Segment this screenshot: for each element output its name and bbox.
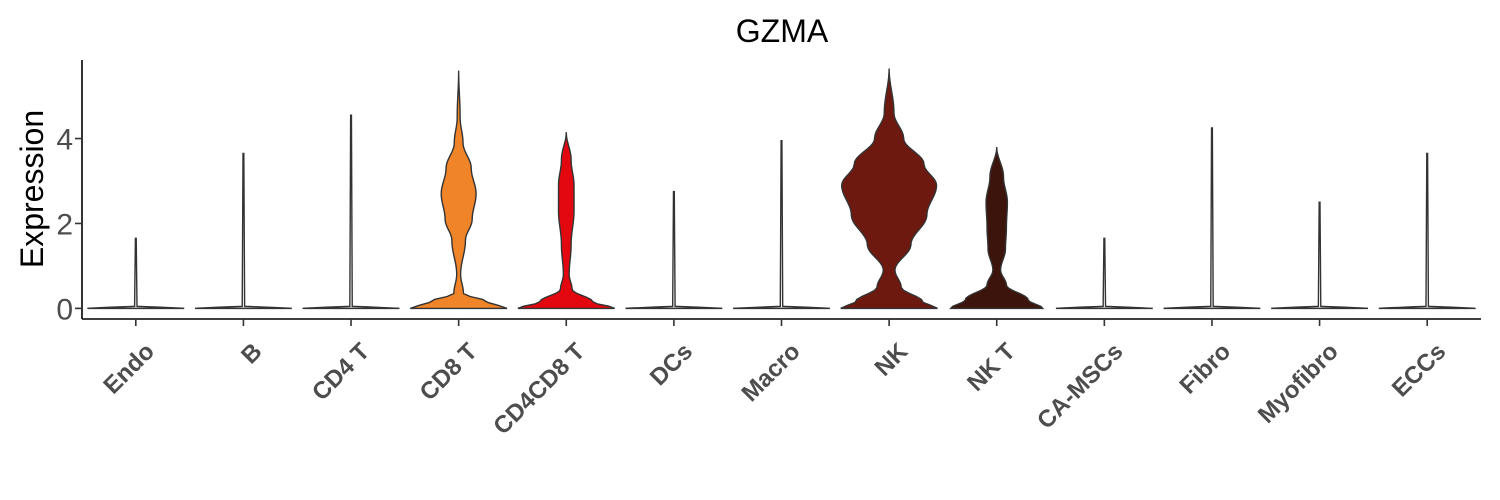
violin-endo [87, 237, 185, 310]
x-tick-label-cd4cd8-t: CD4CD8 T [488, 338, 590, 440]
x-tick-label-cd4-t: CD4 T [307, 338, 375, 406]
x-tick-label-cd8-t: CD8 T [415, 338, 483, 406]
violin-ca-mscs [1055, 237, 1153, 310]
violin-cd8-t [410, 70, 508, 310]
x-tick-label-ca-mscs: CA-MSCs [1032, 338, 1128, 434]
x-tick-label-fibro: Fibro [1175, 338, 1237, 400]
y-axis-ticks: 0 2 4 [56, 124, 82, 326]
x-tick-label-nk-t: NK T [962, 338, 1021, 397]
x-axis-ticks: Endo B CD4 T CD8 T CD4CD8 T DCs Macro NK NK T CA-… [98, 319, 1451, 440]
x-tick-label-dcs: DCs [645, 338, 698, 391]
y-tick-label-4: 4 [56, 124, 73, 157]
violin-fibro [1163, 127, 1261, 310]
x-tick-label-eccs: ECCs [1387, 338, 1451, 402]
x-tick-label-myofibro: Myofibro [1253, 338, 1344, 429]
violin-cd4cd8-t [517, 132, 615, 310]
violin-eccs [1378, 152, 1476, 310]
violin-cd4-t [302, 114, 400, 310]
x-tick-label-b: B [236, 338, 267, 369]
y-tick-label-0: 0 [56, 293, 73, 326]
violin-nk-t [949, 147, 1045, 310]
violin-nk [840, 68, 938, 310]
x-tick-label-macro: Macro [737, 338, 806, 407]
violin-b [194, 152, 292, 310]
y-axis-label: Expression [14, 110, 50, 268]
violin-myofibro [1271, 201, 1369, 310]
chart-title: GZMA [736, 13, 829, 49]
violin-dcs [625, 190, 723, 310]
x-tick-label-endo: Endo [98, 338, 160, 400]
y-tick-label-2: 2 [56, 208, 73, 241]
violin-group [87, 68, 1476, 310]
x-tick-label-nk: NK [870, 338, 914, 382]
violin-macro [733, 139, 830, 310]
